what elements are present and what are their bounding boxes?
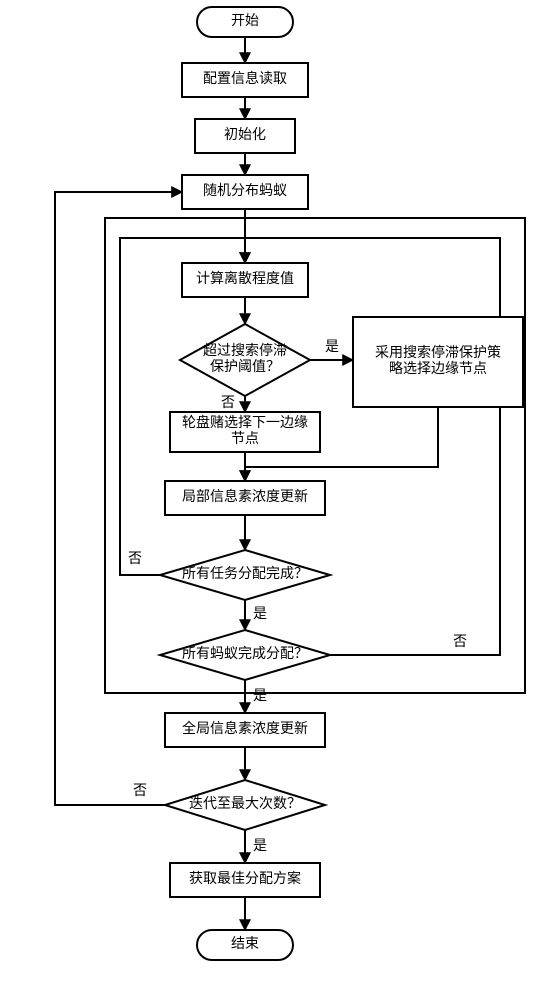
node-label-strategy: 略选择边缘节点 (389, 361, 487, 377)
node-label-global: 全局信息素浓度更新 (182, 720, 308, 737)
edge-label-allants-calc: 否 (453, 635, 467, 650)
node-label-alltasks: 所有任务分配完成？ (182, 566, 308, 582)
edge-label-thresh-roulette: 否 (221, 396, 235, 411)
inner-loop-frame (105, 218, 525, 693)
node-label-end: 结束 (231, 936, 259, 952)
edge-label-thresh-strategy: 是 (325, 340, 339, 355)
edge-label-alltasks-calc: 否 (128, 552, 142, 567)
node-label-best: 获取最佳分配方案 (189, 870, 301, 887)
node-label-allants: 所有蚂蚁完成分配？ (182, 646, 308, 662)
node-label-thresh: 超过搜索停滞 (203, 342, 287, 359)
node-label-thresh: 保护阈值？ (210, 359, 280, 375)
node-label-read: 配置信息读取 (203, 70, 287, 87)
edge-label-alltasks-allants: 是 (253, 607, 267, 622)
node-label-strategy: 采用搜索停滞保护策 (375, 344, 501, 361)
node-label-local: 局部信息素浓度更新 (182, 488, 308, 505)
flowchart-canvas: 否是是是是否否否开始配置信息读取初始化随机分布蚂蚁计算离散程度值超过搜索停滞保护… (0, 0, 550, 1000)
node-label-start: 开始 (231, 13, 259, 29)
node-label-init: 初始化 (224, 126, 266, 143)
node-label-roulette: 轮盘赌选择下一边缘 (182, 414, 308, 431)
edge-label-maxiter-distribute: 否 (133, 784, 147, 799)
node-label-maxiter: 迭代至最大次数？ (189, 796, 301, 812)
edge-label-allants-global: 是 (253, 689, 267, 704)
node-label-roulette: 节点 (231, 431, 259, 447)
node-label-calc: 计算离散程度值 (196, 270, 294, 287)
node-label-distribute: 随机分布蚂蚁 (203, 183, 287, 199)
edge-label-maxiter-best: 是 (253, 839, 267, 854)
